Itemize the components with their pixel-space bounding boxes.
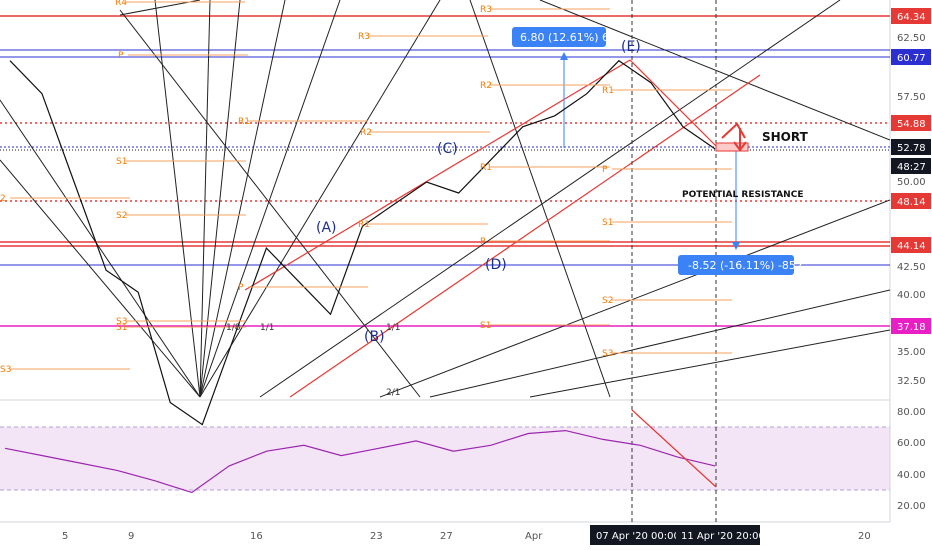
price-tick-label: 42.50 [897, 262, 926, 273]
rsi-band [0, 427, 890, 490]
pivot-label: S3 [116, 317, 127, 327]
short-label: SHORT [762, 130, 809, 144]
price-tick-label: 40.00 [897, 290, 926, 301]
price-series [9, 59, 716, 426]
rsi-tick-label: 20.00 [897, 501, 926, 512]
pivot-label: 1/1 [386, 323, 400, 333]
pivot-label: S1 [602, 218, 613, 228]
pivot-label: R2 [360, 128, 372, 138]
price-tag: 64.34 [891, 8, 931, 24]
pivot-label: S3 [0, 365, 11, 375]
pivot-label: R1 [358, 220, 370, 230]
pivot-label: R3 [358, 32, 370, 42]
pivot-label: R1 [480, 163, 492, 173]
pivot-label: P [602, 165, 608, 175]
x-highlight-2: 11 Apr '20 20:00 [676, 525, 765, 545]
pivot-label: P [118, 51, 124, 61]
price-tags: 64.34 60.77 54.88 52.78 48:27 48.14 44.14 37.18 [891, 8, 931, 334]
pivot-label: S1 [116, 157, 127, 167]
price-tick-label: 32.50 [897, 376, 926, 387]
x-highlight-1: 07 Apr '20 00:00 [590, 525, 680, 545]
x-tick-label: 27 [440, 531, 453, 542]
pivot-label: S2 [602, 296, 613, 306]
pivot-label: R4 [115, 0, 127, 8]
x-tick-label: 16 [250, 531, 263, 542]
rsi-series [4, 429, 716, 494]
pivot-label: R3 [480, 5, 492, 15]
pivot-label: R1 [238, 117, 250, 127]
pivot-labels: R4 R3 R3 R2 R2 R1 R1 R1 R1 P P P P S1 S1 S1 S1 S2 S2 S3 S3 S3… [0, 0, 732, 398]
pivot-label: P [480, 237, 486, 247]
pivot-label: S2 [116, 211, 127, 221]
price-tag-label: 52.78 [897, 143, 926, 154]
short-arrow-up [721, 122, 746, 139]
rsi-trendline [631, 409, 717, 488]
wave-label-d: (D) [485, 257, 507, 273]
price-tag: 44.14 [891, 237, 931, 253]
price-tick-label: 35.00 [897, 347, 926, 358]
price-tag-label: 54.88 [897, 119, 926, 130]
down-measure-text: -8.52 (-16.11%) -852 [688, 259, 803, 272]
down-measure-arrow [732, 242, 740, 250]
price-tag-label: 64.34 [897, 12, 926, 23]
price-tag-label: 37.18 [897, 322, 926, 333]
x-tick-label: 5 [62, 531, 68, 542]
x-axis-ticks: 5 9 16 23 27 Apr 20 [62, 531, 871, 542]
price-tick-label: 62.50 [897, 33, 926, 44]
price-tick-label: 57.50 [897, 92, 926, 103]
rsi-tick-label: 60.00 [897, 438, 926, 449]
wave-label-c: (C) [437, 141, 458, 157]
price-tag-label: 48:27 [897, 162, 926, 173]
price-tag: 48:27 [891, 158, 931, 174]
short-zone [715, 142, 749, 152]
pivot-label: R2 [480, 81, 492, 91]
pivot-label: 2 [0, 194, 6, 204]
price-tag-label: 44.14 [897, 241, 926, 252]
price-tag-label: 60.77 [897, 53, 926, 64]
up-measure-callout: 6.80 (12.61%) 680 [512, 27, 623, 47]
down-measure-callout: -8.52 (-16.11%) -852 [678, 255, 803, 275]
rsi-axis-ticks: 80.00 60.00 40.00 20.00 [897, 407, 926, 512]
x-tick-label: 20 [858, 531, 871, 542]
pivot-label: 1/1 [260, 323, 274, 333]
price-tick-label: 50.00 [897, 177, 926, 188]
price-tag: 48.14 [891, 193, 931, 209]
rsi-tick-label: 40.00 [897, 470, 926, 481]
pivot-label: 1/8 [226, 323, 241, 333]
wave-label-b: (B) [364, 329, 385, 345]
pivot-label: 2/1 [386, 388, 400, 398]
price-tag: 37.18 [891, 318, 931, 334]
x-tick-label: Apr [525, 531, 543, 542]
short-arrow-down [733, 128, 747, 152]
rsi-tick-label: 80.00 [897, 407, 926, 418]
pivot-label: S1 [480, 321, 491, 331]
price-pane [0, 0, 890, 397]
up-measure-arrow [560, 52, 568, 60]
up-measure-text: 6.80 (12.61%) 680 [520, 31, 623, 44]
red-channel [244, 59, 761, 398]
wave-label-a: (A) [316, 220, 337, 236]
x-tick-label: 23 [370, 531, 383, 542]
price-tag-label: 48.14 [897, 197, 926, 208]
gann-fan [0, 0, 891, 398]
wave-label-e: (E) [621, 39, 641, 55]
pivot-label: P [238, 283, 244, 293]
pivot-label: S3 [602, 349, 613, 359]
x-tick-label: 9 [128, 531, 134, 542]
x-highlight-2-text: 11 Apr '20 20:00 [681, 531, 765, 542]
x-highlight-1-text: 07 Apr '20 00:00 [596, 531, 680, 542]
price-axis-ticks: 62.50 57.50 50.00 42.50 40.00 35.00 32.50 [897, 33, 926, 387]
price-tag: 60.77 [891, 49, 931, 65]
pivot-label: R1 [602, 86, 614, 96]
potential-resistance-label: POTENTIAL RESISTANCE [682, 190, 803, 200]
price-tag: 52.78 [891, 139, 931, 155]
pivot-label: S1 [116, 323, 127, 333]
price-tag: 54.88 [891, 115, 931, 131]
